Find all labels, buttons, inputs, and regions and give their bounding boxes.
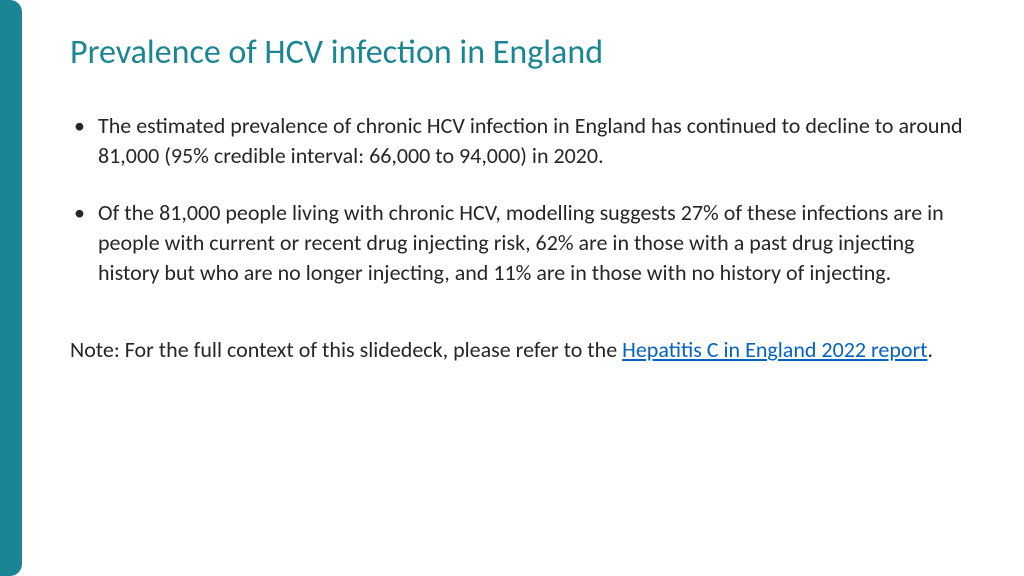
note-suffix: .	[928, 336, 934, 363]
bullet-list: The estimated prevalence of chronic HCV …	[70, 111, 974, 287]
note-prefix: Note: For the full context of this slide…	[70, 336, 622, 363]
slide-title: Prevalence of HCV infection in England	[70, 32, 974, 73]
list-item: Of the 81,000 people living with chronic…	[70, 198, 974, 287]
list-item: The estimated prevalence of chronic HCV …	[70, 111, 974, 170]
report-link[interactable]: Hepatitis C in England 2022 report	[622, 336, 927, 363]
accent-bar	[0, 0, 22, 576]
note-paragraph: Note: For the full context of this slide…	[70, 335, 974, 365]
slide-content: Prevalence of HCV infection in England T…	[70, 32, 974, 365]
